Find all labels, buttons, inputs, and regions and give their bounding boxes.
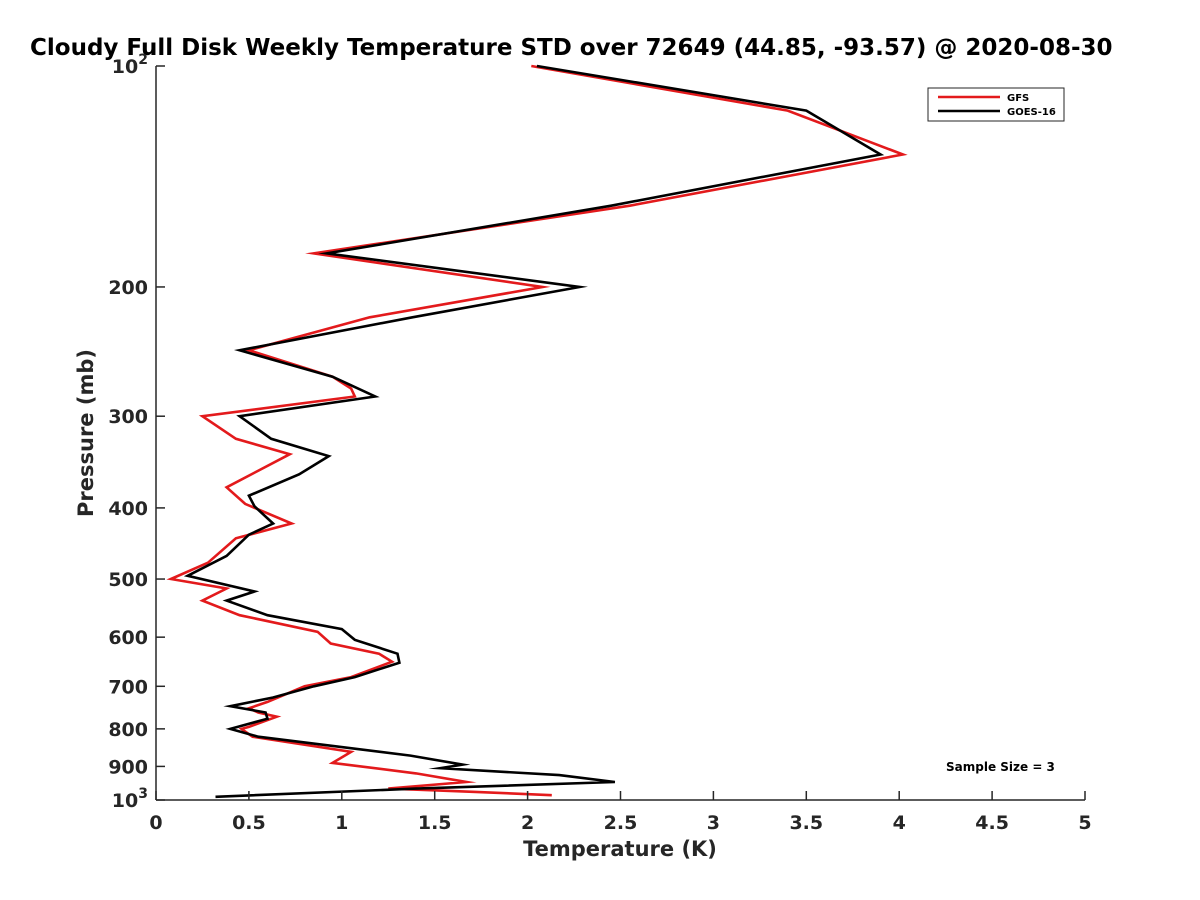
y-tick-label: 102: [112, 52, 148, 78]
x-tick-label: 3.5: [789, 812, 823, 834]
x-tick-label: 0: [149, 812, 162, 834]
plot-area: 0 0.5 1 1.5 2 2.5 3 3.5 4 4.5 5 102 200 300 400 500 600…: [108, 52, 1091, 834]
x-tick-label: 0.5: [232, 812, 266, 834]
series-line-gfs: [166, 64, 908, 797]
x-tick-label: 4.5: [975, 812, 1009, 834]
y-tick-label: 800: [108, 719, 148, 741]
y-tick-label: 500: [108, 569, 148, 591]
legend-label-goes-16: GOES-16: [1007, 107, 1056, 118]
x-tick-label: 3: [707, 812, 720, 834]
series-line-goes-16: [183, 64, 885, 799]
y-tick-label: 700: [108, 676, 148, 698]
x-tick-label: 4: [893, 812, 906, 834]
y-tick-label: 900: [108, 756, 148, 778]
sample-size-annotation: Sample Size = 3: [946, 760, 1055, 774]
legend-label-gfs: GFS: [1007, 93, 1029, 104]
legend: GFS GOES-16: [927, 87, 1065, 122]
y-ticks: 102 200 300 400 500 600 700 800 900 103: [108, 52, 165, 812]
x-tick-label: 2.5: [604, 812, 638, 834]
x-tick-label: 2: [521, 812, 534, 834]
series-layer: [166, 64, 908, 799]
y-tick-label: 200: [108, 277, 148, 299]
y-axis-label: Pressure (mb): [74, 349, 98, 517]
x-tick-label: 1.5: [418, 812, 452, 834]
x-ticks: 0 0.5 1 1.5 2 2.5 3 3.5 4 4.5 5: [149, 791, 1092, 834]
x-axis-label: Temperature (K): [523, 837, 717, 861]
x-tick-label: 5: [1078, 812, 1091, 834]
y-tick-label: 300: [108, 406, 148, 428]
y-tick-label: 600: [108, 627, 148, 649]
chart-title: Cloudy Full Disk Weekly Temperature STD …: [30, 35, 1113, 61]
legend-box: [927, 87, 1065, 122]
x-tick-label: 1: [335, 812, 348, 834]
y-tick-label: 400: [108, 498, 148, 520]
y-tick-label: 103: [112, 786, 148, 812]
